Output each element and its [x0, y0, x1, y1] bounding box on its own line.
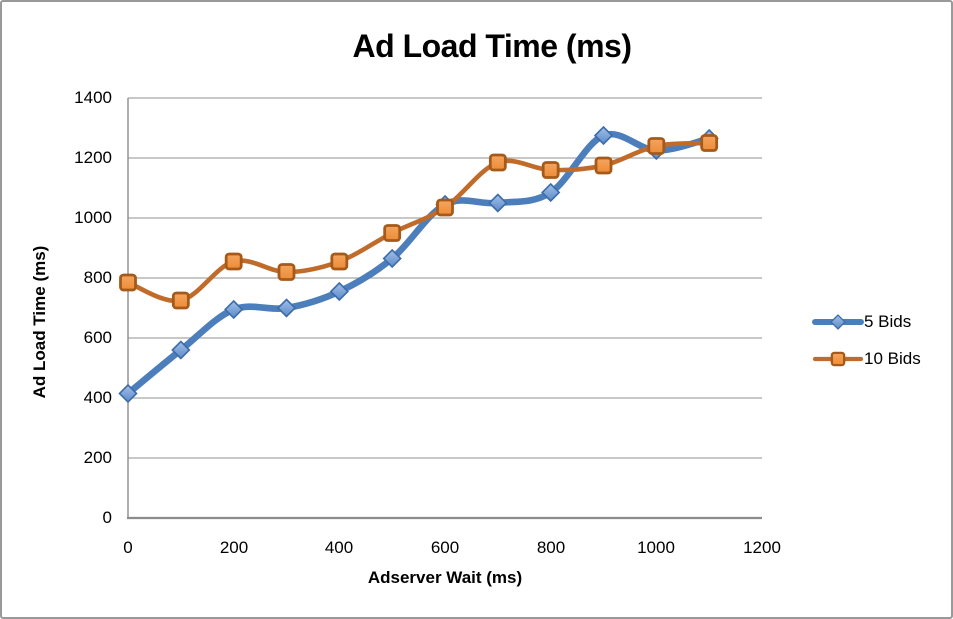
legend-marker-10-bids-icon [812, 351, 864, 367]
y-tick-label: 800 [83, 268, 112, 287]
x-tick-label: 0 [123, 538, 133, 557]
y-tick-label: 0 [102, 508, 112, 527]
y-tick-label: 1000 [74, 208, 112, 227]
x-tick-label: 1200 [743, 538, 781, 557]
x-axis-title: Adserver Wait (ms) [367, 568, 523, 587]
legend-label: 10 Bids [864, 349, 921, 368]
legend: 5 Bids 10 Bids [812, 312, 921, 369]
y-tick-label: 400 [83, 388, 112, 407]
y-tick-label: 1200 [74, 148, 112, 167]
legend-marker-5-bids-icon [812, 314, 864, 330]
x-tick-label: 200 [219, 538, 249, 557]
x-tick-label: 800 [536, 538, 566, 557]
legend-item-5-bids: 5 Bids [812, 312, 921, 332]
y-tick-label: 600 [83, 328, 112, 347]
legend-label: 5 Bids [864, 312, 912, 331]
y-tick-label: 200 [83, 448, 112, 467]
x-tick-label: 1000 [637, 538, 675, 557]
chart-title: Ad Load Time (ms) [352, 28, 632, 64]
x-tick-label: 600 [430, 538, 460, 557]
y-tick-label: 1400 [74, 88, 112, 107]
legend-item-10-bids: 10 Bids [812, 349, 921, 369]
x-tick-label: 400 [324, 538, 354, 557]
